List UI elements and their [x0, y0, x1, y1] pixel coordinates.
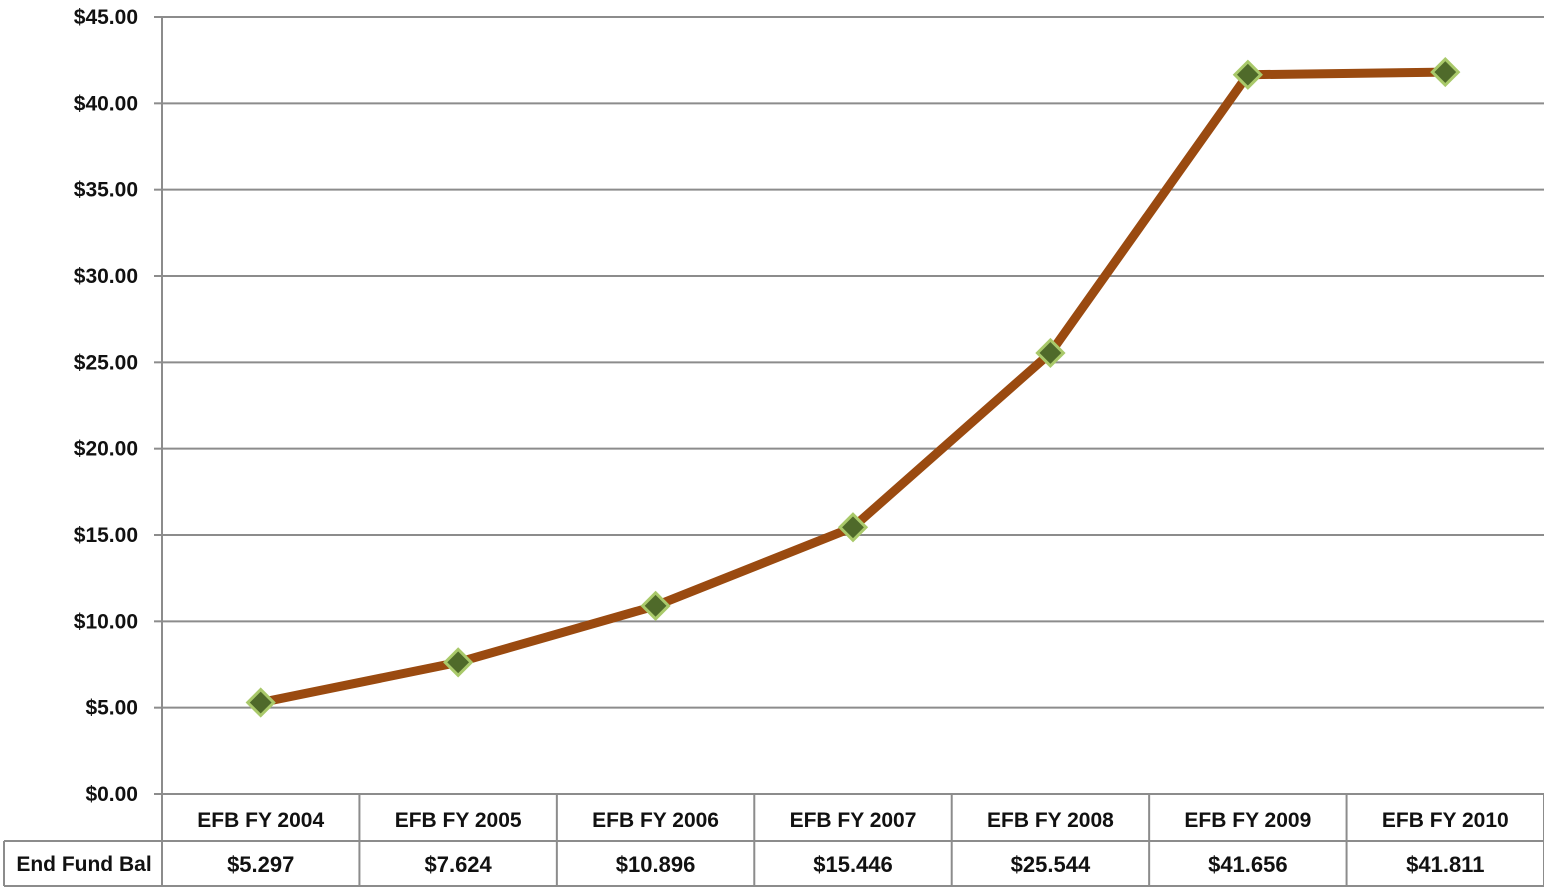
y-tick-label: $10.00	[74, 610, 138, 633]
series-end-fund-bal	[245, 56, 1461, 718]
table-value-cell: $10.896	[616, 852, 696, 877]
x-category-label: EFB FY 2009	[1184, 809, 1311, 832]
gridlines	[154, 16, 1544, 887]
x-category-label: EFB FY 2010	[1382, 809, 1509, 832]
y-tick-label: $15.00	[74, 524, 138, 547]
data-point-marker	[1232, 59, 1263, 90]
x-category-label: EFB FY 2005	[395, 809, 522, 832]
data-point-marker	[1430, 56, 1461, 88]
y-axis-tick-labels: $0.00 $5.00 $10.00 $15.00 $20.00 $25.00 $30.00…	[74, 6, 138, 806]
y-tick-label: $0.00	[85, 783, 138, 806]
x-category-label: EFB FY 2007	[790, 809, 917, 832]
data-point-marker	[1035, 337, 1066, 369]
y-tick-label: $45.00	[74, 6, 138, 29]
table-value-cell: $41.656	[1208, 852, 1288, 877]
y-tick-label: $35.00	[74, 179, 138, 202]
table-value-cell: $5.297	[227, 852, 294, 877]
x-category-label: EFB FY 2006	[592, 809, 719, 832]
table-value-cell: $25.544	[1011, 852, 1091, 877]
x-category-label: EFB FY 2008	[987, 809, 1114, 832]
x-category-label: EFB FY 2004	[197, 809, 324, 832]
data-point-marker	[443, 647, 474, 678]
data-point-marker	[837, 512, 869, 543]
table-row-label: End Fund Bal	[16, 853, 151, 876]
table-value-cell: $41.811	[1406, 852, 1484, 877]
y-tick-label: $40.00	[74, 92, 138, 115]
series-line	[256, 67, 1450, 708]
y-tick-label: $25.00	[74, 351, 138, 374]
y-tick-label: $5.00	[85, 697, 138, 720]
data-table: EFB FY 2004 EFB FY 2005 EFB FY 2006 EFB FY …	[3, 794, 1544, 887]
table-value-cell: $15.446	[813, 852, 893, 877]
y-tick-label: $20.00	[74, 438, 138, 461]
table-value-cell: $7.624	[424, 852, 492, 877]
data-point-marker	[245, 687, 276, 718]
y-tick-label: $30.00	[74, 265, 138, 288]
data-point-marker	[640, 590, 671, 621]
